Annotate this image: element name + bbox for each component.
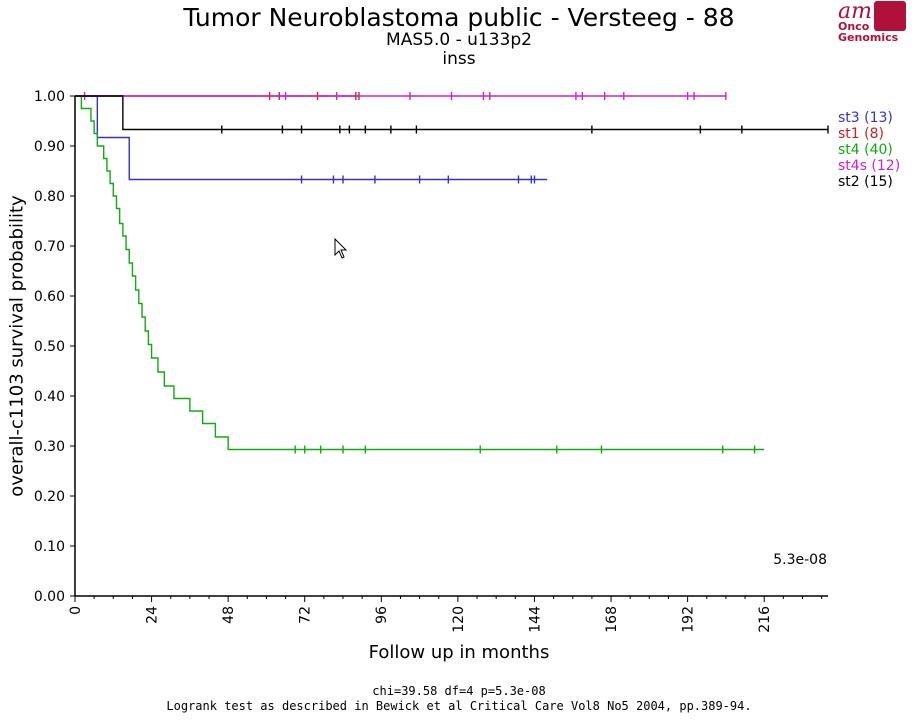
survival-curve-st4: [75, 95, 765, 451]
y-tick-label: 0.20: [34, 489, 65, 505]
y-tick-label: 0.70: [34, 239, 65, 255]
x-tick-label: 168: [604, 606, 620, 633]
y-tick-label: 0.10: [34, 539, 65, 555]
x-tick-label: 48: [221, 606, 237, 624]
pvalue-annotation: 5.3e-08: [773, 552, 827, 568]
x-tick-label: 120: [451, 606, 467, 633]
logrank-reference: Logrank test as described in Bewick et a…: [166, 699, 752, 713]
logo-genomics-text: Genomics: [838, 31, 899, 44]
legend-entry-st2: st2 (15): [838, 174, 893, 190]
x-tick-label: 72: [298, 606, 314, 624]
x-tick-label: 0: [68, 606, 84, 615]
y-tick-label: 0.40: [34, 389, 65, 405]
y-tick-label: 0.80: [34, 189, 65, 205]
x-tick-label: 216: [757, 606, 773, 633]
x-tick-label: 192: [681, 606, 697, 633]
x-tick-label: 144: [527, 606, 543, 633]
logo-mark: [874, 1, 906, 31]
y-tick-label: 0.30: [34, 439, 65, 455]
y-tick-label: 0.90: [34, 139, 65, 155]
chart-subtitle-grouping: inss: [442, 49, 476, 69]
chart-title: Tumor Neuroblastoma public - Versteeg - …: [183, 3, 735, 32]
survival-curve-st3: [75, 95, 548, 181]
logrank-stats: chi=39.58 df=4 p=5.3e-08: [372, 684, 546, 698]
y-tick-label: 1.00: [34, 89, 65, 105]
mouse-cursor-icon: [334, 238, 348, 259]
logo-am-text: am: [838, 0, 872, 24]
x-tick-label: 96: [374, 606, 390, 624]
legend-entry-st1: st1 (8): [838, 126, 884, 142]
amonco-logo: am Onco Genomics: [836, 0, 908, 45]
logo-onco-text: Onco: [838, 20, 870, 33]
y-axis-label: overall-c1103 survival probability: [6, 195, 28, 497]
y-tick-label: 0.60: [34, 289, 65, 305]
legend-entry-st4s: st4s (12): [838, 158, 900, 174]
x-axis-label: Follow up in months: [368, 642, 550, 663]
legend-entry-st3: st3 (13): [838, 110, 893, 126]
legend-entry-st4: st4 (40): [838, 142, 893, 158]
y-tick-label: 0.50: [34, 339, 65, 355]
x-tick-label: 24: [144, 606, 160, 624]
chart-subtitle: MAS5.0 - u133p2: [386, 30, 532, 50]
y-tick-label: 0.00: [34, 589, 65, 605]
survival-curve-st2: [75, 95, 828, 131]
